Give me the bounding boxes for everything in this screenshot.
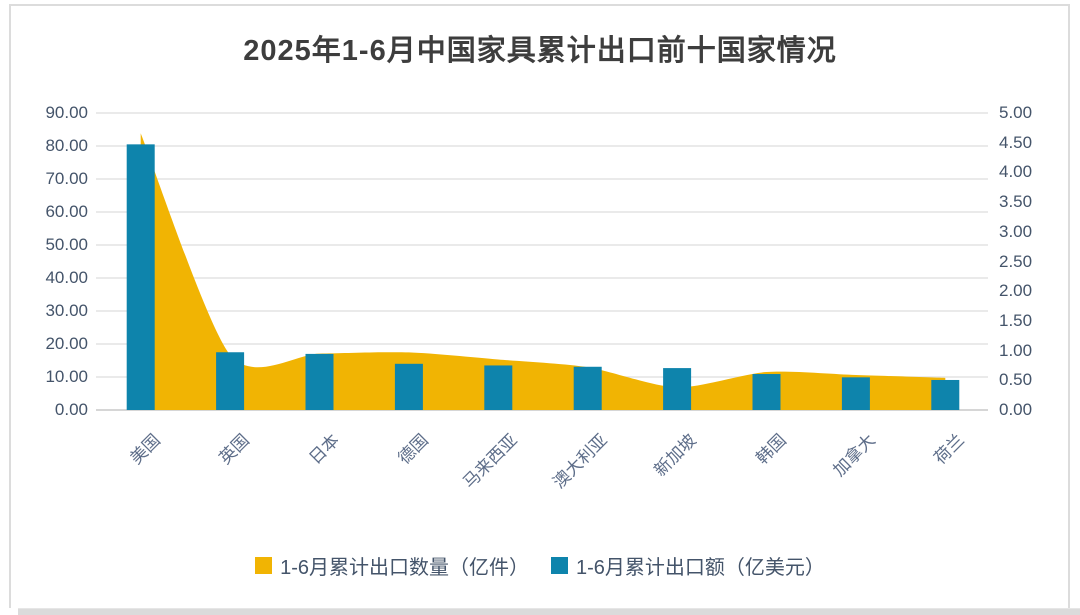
legend-label-quantity: 1-6月累计出口数量（亿件） [280,556,529,579]
left-axis-tick: 30.00 [45,301,88,320]
right-axis-tick: 1.50 [999,310,1033,330]
left-axis-tick: 80.00 [45,136,88,155]
left-axis-tick: 0.00 [54,400,88,419]
left-axis-tick: 90.00 [45,103,88,122]
quantity-area [140,133,946,411]
export-value-bar [484,365,513,410]
left-axis-tick: 20.00 [45,334,88,353]
right-axis-tick: 0.00 [999,400,1033,419]
export-value-bar [931,379,960,410]
export-value-bar [663,368,692,410]
left-axis-tick: 70.00 [45,169,88,188]
right-axis-tick: 2.00 [999,281,1033,301]
export-value-bar [394,363,423,410]
left-axis-tick: 40.00 [45,268,88,287]
legend-item-value: 1-6月累计出口额（亿美元） [551,551,825,580]
export-value-bar [841,377,870,410]
right-axis-tick: 3.50 [999,192,1033,212]
export-value-bar [573,366,602,410]
chart-title: 2025年1-6月中国家具累计出口前十国家情况 [243,35,837,67]
legend-item-quantity: 1-6月累计出口数量（亿件） [255,551,529,580]
left-axis-tick: 10.00 [45,367,88,386]
right-axis-tick: 0.50 [999,370,1033,390]
right-axis-tick: 3.00 [999,221,1033,241]
right-axis-tick: 1.00 [999,340,1033,360]
right-axis-tick: 5.00 [999,103,1033,122]
quantity-series-swatch [255,556,273,574]
right-axis-tick: 4.50 [999,132,1033,152]
value-series-swatch [551,556,568,574]
right-axis-tick: 2.50 [999,251,1033,271]
bottom-scroll-strip [18,608,1080,615]
left-axis-tick: 60.00 [45,202,88,221]
chart-legend: 1-6月累计出口数量（亿件） 1-6月累计出口额（亿美元） [0,549,1080,581]
export-value-bar [305,353,334,410]
legend-label-value: 1-6月累计出口额（亿美元） [576,556,825,579]
export-value-bar [752,374,781,410]
left-axis-tick: 50.00 [45,235,88,254]
export-value-bar [216,352,245,410]
export-value-bar [126,144,155,410]
right-axis-tick: 4.00 [999,162,1033,182]
